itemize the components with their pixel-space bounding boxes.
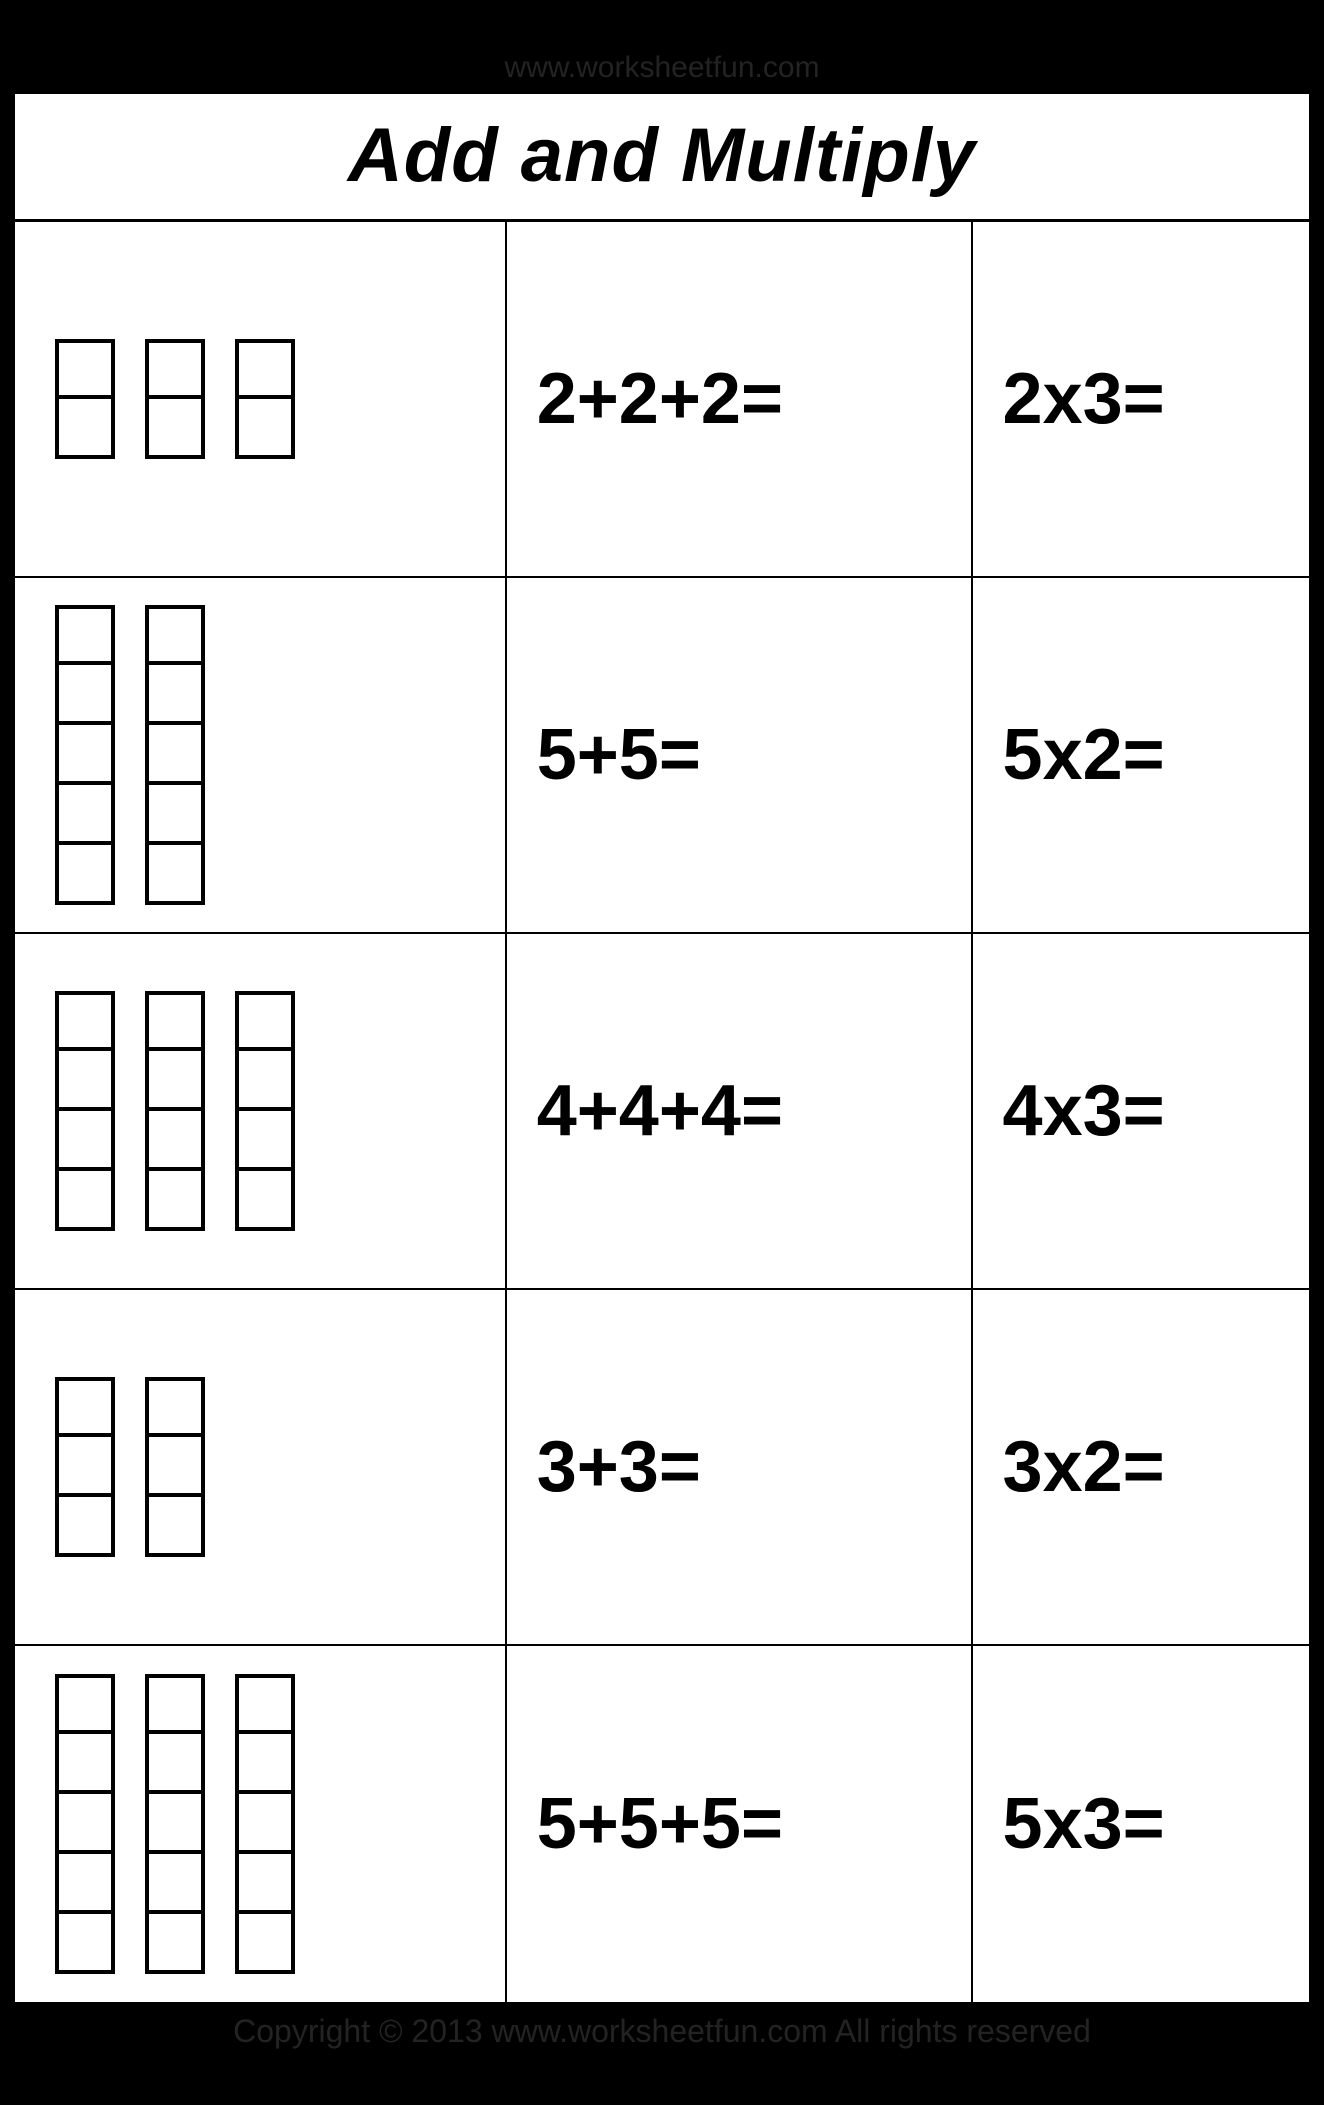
block-cell [235,1111,295,1171]
block-cell [55,339,115,399]
addition-cell: 3+3= [507,1290,973,1644]
addition-cell: 5+5= [507,578,973,932]
block-cell [235,339,295,399]
watermark-top: www.worksheetfun.com [12,45,1312,91]
block-cell [235,1674,295,1734]
block-cell [55,1674,115,1734]
blocks-cell [15,578,507,932]
block-cell [145,785,205,845]
problem-row: 2+2+2= 2x3= [15,222,1309,578]
blocks-cell [15,1646,507,2002]
block-cell [55,991,115,1051]
multiplication-expression: 5x2= [1003,714,1165,796]
block-cell [145,725,205,785]
blocks-cell [15,934,507,1288]
block-cell [55,1171,115,1231]
block-group [55,991,115,1231]
problem-row: 3+3= 3x2= [15,1290,1309,1646]
block-group [55,1674,115,1974]
multiplication-expression: 4x3= [1003,1070,1165,1152]
block-cell [145,1674,205,1734]
block-cell [145,845,205,905]
blocks-cell [15,1290,507,1644]
block-group [55,339,115,459]
block-cell [145,1377,205,1437]
block-cell [55,665,115,725]
addition-expression: 5+5= [537,714,701,796]
block-cell [55,785,115,845]
addition-expression: 5+5+5= [537,1783,783,1865]
multiplication-expression: 5x3= [1003,1783,1165,1865]
block-cell [145,1854,205,1914]
block-cell [145,1734,205,1794]
addition-expression: 4+4+4= [537,1070,783,1152]
addition-cell: 5+5+5= [507,1646,973,2002]
block-group [55,1377,115,1557]
block-group [145,991,205,1231]
block-cell [235,1734,295,1794]
block-group [235,991,295,1231]
addition-expression: 3+3= [537,1426,701,1508]
block-cell [55,1437,115,1497]
blocks-cell [15,222,507,576]
block-cell [55,1111,115,1171]
block-cell [145,1914,205,1974]
block-cell [145,605,205,665]
problem-row: 4+4+4= 4x3= [15,934,1309,1290]
block-group [145,1377,205,1557]
block-cell [145,1437,205,1497]
addition-cell: 4+4+4= [507,934,973,1288]
multiplication-cell: 3x2= [973,1290,1309,1644]
block-group [145,1674,205,1974]
block-cell [235,399,295,459]
watermark-bottom: Copyright © 2013 www.worksheetfun.com Al… [12,2005,1312,2050]
multiplication-expression: 2x3= [1003,358,1165,440]
problem-row: 5+5+5= 5x3= [15,1646,1309,2002]
multiplication-expression: 3x2= [1003,1426,1165,1508]
block-cell [235,1854,295,1914]
block-cell [55,1497,115,1557]
block-group [145,339,205,459]
multiplication-cell: 5x3= [973,1646,1309,2002]
block-cell [145,991,205,1051]
block-cell [55,1051,115,1111]
block-cell [145,1051,205,1111]
block-cell [235,1794,295,1854]
block-cell [145,1497,205,1557]
block-group [235,339,295,459]
block-cell [55,1377,115,1437]
problem-row: 5+5= 5x2= [15,578,1309,934]
block-group [235,1674,295,1974]
block-cell [55,1734,115,1794]
block-cell [235,991,295,1051]
multiplication-cell: 4x3= [973,934,1309,1288]
page-wrapper: www.worksheetfun.com Add and Multiply 2+… [0,0,1324,2105]
block-cell [55,1794,115,1854]
block-cell [145,1794,205,1854]
block-cell [55,845,115,905]
block-cell [145,1171,205,1231]
block-group [55,605,115,905]
multiplication-cell: 2x3= [973,222,1309,576]
block-cell [55,1914,115,1974]
rows-container: 2+2+2= 2x3= 5+5= 5x2= 4+4+4= 4x3= 3+3= 3x2= 5+5+… [15,222,1309,2002]
block-cell [55,605,115,665]
block-cell [145,1111,205,1171]
block-cell [145,339,205,399]
title-row: Add and Multiply [15,94,1309,222]
block-cell [235,1171,295,1231]
block-cell [55,725,115,785]
addition-expression: 2+2+2= [537,358,783,440]
addition-cell: 2+2+2= [507,222,973,576]
block-group [145,605,205,905]
block-cell [55,1854,115,1914]
block-cell [55,399,115,459]
worksheet-table: Add and Multiply 2+2+2= 2x3= 5+5= 5x2= 4+4+4… [12,91,1312,2005]
multiplication-cell: 5x2= [973,578,1309,932]
block-cell [145,665,205,725]
block-cell [235,1914,295,1974]
block-cell [145,399,205,459]
block-cell [235,1051,295,1111]
worksheet-title: Add and Multiply [15,112,1309,199]
